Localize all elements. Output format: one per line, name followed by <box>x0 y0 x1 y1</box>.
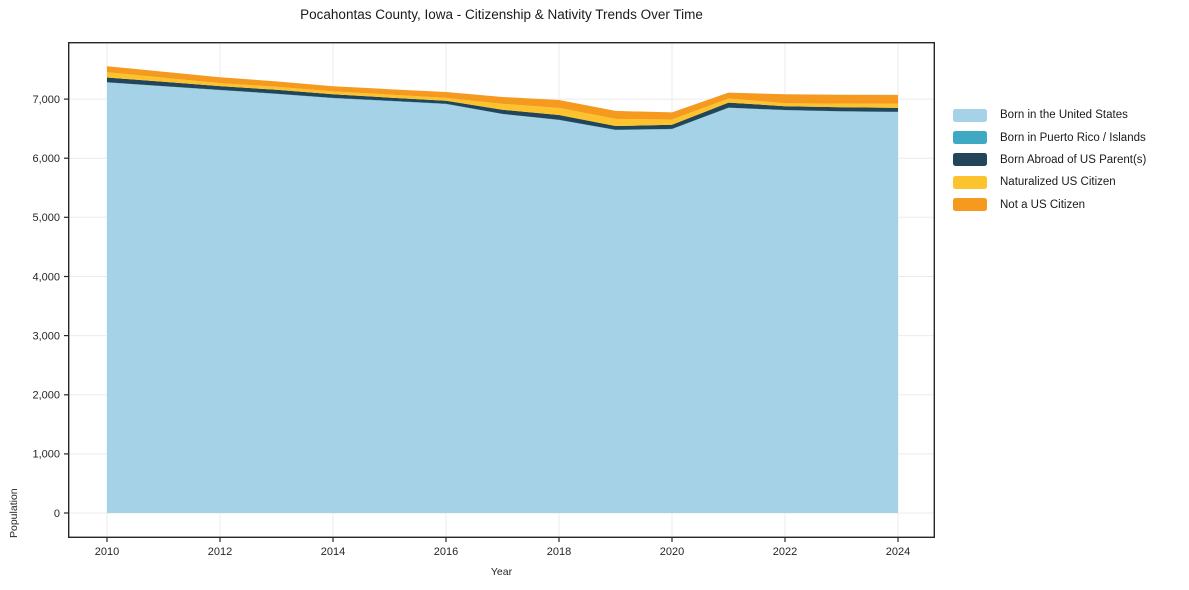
legend-swatch <box>953 153 987 167</box>
chart-svg: 2010 2012 2014 2016 2018 2020 2022 2024 0 1,000 2,… <box>32 41 935 558</box>
legend-item-0: Born in the United States <box>953 104 1146 126</box>
y-tick-label: 5,000 <box>32 212 60 224</box>
legend-swatch <box>953 198 987 212</box>
x-tick-label: 2022 <box>773 546 797 558</box>
area-series-2 <box>107 77 898 130</box>
chart-title: Pocahontas County, Iowa - Citizenship & … <box>300 7 703 22</box>
x-axis-label: Year <box>490 566 513 578</box>
y-axis-label: Population <box>8 488 20 538</box>
legend-label: Not a US Citizen <box>1000 198 1086 211</box>
legend-label: Naturalized US Citizen <box>1000 176 1116 189</box>
y-axis-ticks: 0 1,000 2,000 3,000 4,000 5,000 6,000 7,000 <box>32 94 68 520</box>
legend-item-4: Not a US Citizen <box>953 194 1146 216</box>
area-series-0 <box>107 82 898 513</box>
y-tick-label: 1,000 <box>32 449 60 461</box>
plot-border <box>67 41 935 539</box>
x-tick-label: 2024 <box>886 546 910 558</box>
legend-label: Born in Puerto Rico / Islands <box>1000 131 1146 144</box>
legend-item-3: Naturalized US Citizen <box>953 171 1146 193</box>
legend-label: Born in the United States <box>1000 109 1128 122</box>
x-tick-label: 2012 <box>208 546 232 558</box>
legend-item-1: Born in Puerto Rico / Islands <box>953 126 1146 148</box>
stacked-areas <box>107 66 898 513</box>
x-tick-label: 2018 <box>547 546 571 558</box>
legend-swatch <box>953 131 987 145</box>
y-tick-label: 7,000 <box>32 94 60 106</box>
legend: Born in the United States Born in Puerto … <box>953 104 1146 216</box>
y-tick-label: 6,000 <box>32 153 60 165</box>
area-series-4 <box>107 66 898 120</box>
y-tick-label: 2,000 <box>32 390 60 402</box>
y-tick-label: 4,000 <box>32 271 60 283</box>
legend-swatch <box>953 108 987 122</box>
x-tick-label: 2014 <box>321 546 345 558</box>
x-tick-label: 2016 <box>434 546 458 558</box>
x-axis-ticks: 2010 2012 2014 2016 2018 2020 2022 2024 <box>95 538 910 558</box>
y-tick-label: 3,000 <box>32 330 60 342</box>
area-series-3 <box>107 72 898 126</box>
x-tick-label: 2010 <box>95 546 119 558</box>
legend-swatch <box>953 175 987 189</box>
y-tick-label: 0 <box>54 508 60 520</box>
x-tick-label: 2020 <box>660 546 684 558</box>
legend-item-2: Born Abroad of US Parent(s) <box>953 149 1146 171</box>
plot-area: 2010 2012 2014 2016 2018 2020 2022 2024 0 1,000 2,… <box>32 41 935 558</box>
legend-label: Born Abroad of US Parent(s) <box>1000 153 1147 166</box>
